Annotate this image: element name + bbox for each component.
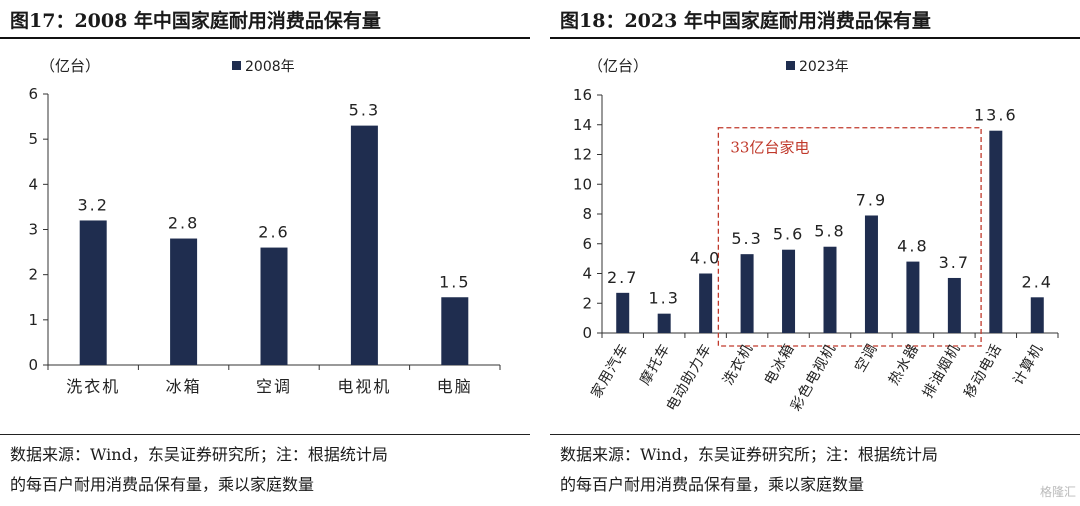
y-tick-label: 0 <box>582 324 592 342</box>
legend-entry: 2008年 <box>245 59 295 75</box>
y-tick-label: 14 <box>573 116 592 134</box>
x-category-label: 热水器 <box>886 341 922 388</box>
y-tick-label: 4 <box>28 175 38 193</box>
title-rule <box>550 37 1080 39</box>
y-unit-label: （亿台） <box>40 57 100 75</box>
bar <box>350 125 378 365</box>
x-category-label: 摩托车 <box>636 341 673 388</box>
x-category-label: 移动电话 <box>961 341 1005 401</box>
data-label: 1.3 <box>648 289 679 308</box>
y-tick-label: 2 <box>28 266 38 284</box>
data-label: 2.7 <box>607 268 638 287</box>
legend-entry: 2023年 <box>799 59 849 75</box>
bar <box>906 261 920 333</box>
source-line-2: 的每百户耐用消费品保有量，乘以家庭数量 <box>10 475 315 494</box>
data-label: 7.9 <box>856 190 887 209</box>
y-tick-label: 6 <box>582 235 592 253</box>
data-label: 2.8 <box>168 214 199 233</box>
title-rule <box>0 37 530 39</box>
legend-swatch <box>232 61 241 70</box>
chart-panel-2023: 图18：2023 年中国家庭耐用消费品保有量 （亿台） 2023年 0 2 4 6 8 10 1… <box>550 0 1080 506</box>
data-label: 2.6 <box>258 223 289 242</box>
source-line-1: 数据来源：Wind，东吴证券研究所；注：根据统计局 <box>10 445 388 464</box>
bar <box>823 246 837 333</box>
y-tick-label: 16 <box>573 86 592 104</box>
data-label: 5.3 <box>731 229 762 248</box>
bar <box>441 297 469 365</box>
y-tick-label: 3 <box>28 221 38 239</box>
bar <box>79 220 107 365</box>
source-note-2008: 数据来源：Wind，东吴证券研究所；注：根据统计局 的每百户耐用消费品保有量，乘… <box>10 440 388 500</box>
data-label: 1.5 <box>439 272 470 291</box>
y-tick-label: 2 <box>582 294 592 312</box>
y-tick-label: 10 <box>573 175 592 193</box>
figure-title-2023: 图18：2023 年中国家庭耐用消费品保有量 <box>560 10 931 32</box>
bar-chart-2008: （亿台） 2008年 0 1 2 3 4 5 6 3.2 洗衣机 2.8 冰箱 2.6 空调 5.3 电视机 1.… <box>28 57 501 396</box>
bar <box>740 254 754 333</box>
y-tick-label: 0 <box>28 356 38 374</box>
data-label: 3.2 <box>77 195 108 214</box>
y-tick-label: 5 <box>28 130 38 148</box>
figure-title-2008: 图17：2008 年中国家庭耐用消费品保有量 <box>10 10 381 32</box>
watermark-logo: 格隆汇 <box>1039 485 1076 499</box>
data-label: 13.6 <box>974 106 1018 125</box>
chart-panel-2008: 图17：2008 年中国家庭耐用消费品保有量 （亿台） 2008年 0 1 2 3 4 5 6 3… <box>0 0 530 506</box>
data-label: 2.4 <box>1022 272 1053 291</box>
data-label: 3.7 <box>939 253 970 272</box>
bar <box>1030 297 1044 333</box>
legend-swatch <box>786 61 795 70</box>
bar <box>699 273 713 333</box>
source-rule <box>0 434 530 435</box>
highlight-box <box>717 127 982 347</box>
y-tick-label: 8 <box>582 205 592 223</box>
data-label: 4.0 <box>690 249 721 268</box>
bar <box>260 247 288 365</box>
bar <box>947 277 961 333</box>
bar <box>170 238 198 365</box>
x-category-label: 电脑 <box>437 377 473 396</box>
y-tick-label: 12 <box>573 146 592 164</box>
bar <box>989 130 1003 333</box>
x-category-label: 电冰箱 <box>762 341 798 388</box>
data-label: 5.8 <box>814 222 845 241</box>
bar <box>782 249 796 333</box>
source-line-2: 的每百户耐用消费品保有量，乘以家庭数量 <box>560 475 865 494</box>
y-tick-label: 4 <box>582 265 592 283</box>
x-category-label: 计算机 <box>1010 341 1046 388</box>
data-label: 5.6 <box>773 225 804 244</box>
x-category-label: 排油烟机 <box>920 341 964 401</box>
data-label: 4.8 <box>897 237 928 256</box>
source-rule <box>550 434 1080 435</box>
bar <box>657 313 671 333</box>
x-category-label: 冰箱 <box>166 377 202 396</box>
y-tick-label: 6 <box>28 85 38 103</box>
y-tick-label: 1 <box>28 311 38 329</box>
annotation-label: 33亿台家电 <box>730 139 809 157</box>
bar <box>616 292 630 333</box>
bar <box>864 215 878 333</box>
source-note-2023: 数据来源：Wind，东吴证券研究所；注：根据统计局 的每百户耐用消费品保有量，乘… <box>560 440 938 500</box>
x-category-label: 家用汽车 <box>587 341 632 401</box>
source-line-1: 数据来源：Wind，东吴证券研究所；注：根据统计局 <box>560 445 938 464</box>
y-unit-label: （亿台） <box>588 57 648 75</box>
x-category-label: 空调 <box>256 377 292 396</box>
bar-chart-2023: （亿台） 2023年 0 2 4 6 8 10 12 14 16 33亿台家电 2.7 家用汽车 1.3 摩托… <box>573 57 1059 414</box>
data-label: 5.3 <box>349 101 380 120</box>
x-category-label: 洗衣机 <box>720 341 756 388</box>
x-category-label: 洗衣机 <box>66 377 120 396</box>
x-category-label: 电视机 <box>337 377 391 396</box>
